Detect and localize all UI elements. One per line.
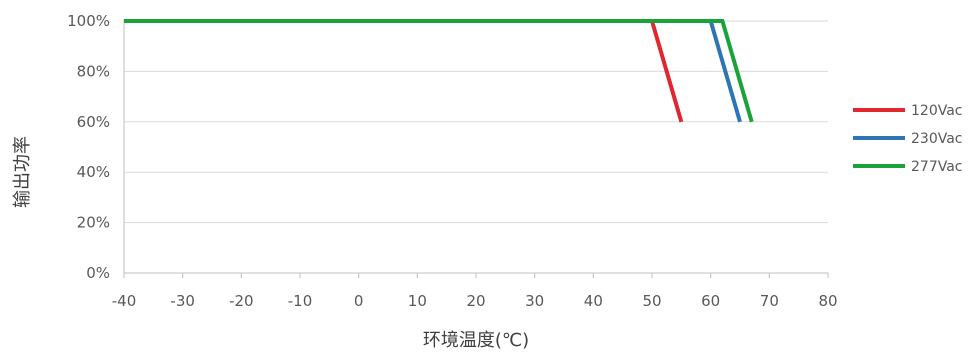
x-axis-title: 环境温度(℃) xyxy=(423,330,529,351)
y-tick-label: 60% xyxy=(77,113,110,131)
y-tick-label: 100% xyxy=(67,12,110,30)
axes: 0% 20% 40% 60% 80% 100% -40 -30 -20 -10 0 10 20 30 40 5… xyxy=(67,12,837,310)
x-tick-label: 40 xyxy=(584,292,603,310)
x-tick-label: -20 xyxy=(229,292,254,310)
legend-label: 120Vac xyxy=(911,103,963,119)
x-tick-label: 0 xyxy=(354,292,364,310)
x-tick-label: -30 xyxy=(170,292,195,310)
y-tick-label: 20% xyxy=(77,214,110,232)
gridlines xyxy=(124,20,828,224)
x-tick-label: 50 xyxy=(642,292,661,310)
x-tick-label: 10 xyxy=(408,292,427,310)
x-tick-label: 30 xyxy=(525,292,544,310)
y-tick-label: 80% xyxy=(77,62,110,80)
legend-label: 277Vac xyxy=(911,159,963,175)
y-axis-title: 输出功率 xyxy=(12,136,33,208)
y-tick-label: 40% xyxy=(77,163,110,181)
x-tick-label: 80 xyxy=(818,292,837,310)
x-tick-label: 60 xyxy=(701,292,720,310)
legend: 120Vac 230Vac 277Vac xyxy=(853,103,963,175)
x-tick-label: -10 xyxy=(288,292,313,310)
legend-label: 230Vac xyxy=(911,131,963,147)
x-tick-label: 70 xyxy=(760,292,779,310)
series-line-277vac xyxy=(124,19,754,123)
y-tick-label: 0% xyxy=(86,264,110,282)
x-tick-label: -40 xyxy=(112,292,137,310)
series-lines xyxy=(124,19,754,123)
x-tick-label: 20 xyxy=(466,292,485,310)
